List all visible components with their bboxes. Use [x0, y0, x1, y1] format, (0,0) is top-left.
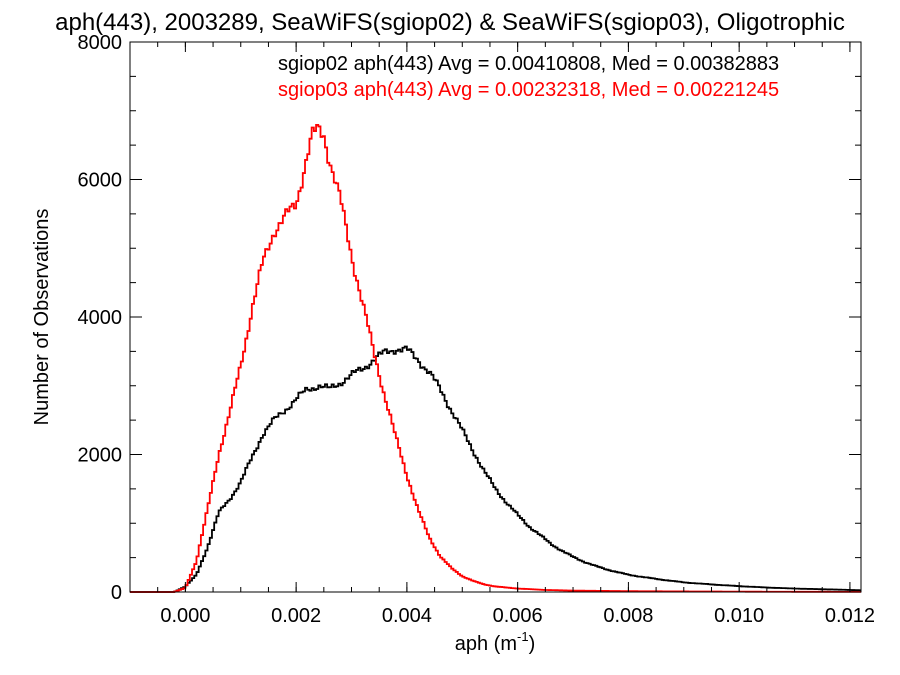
- series-line-sgiop03: [130, 124, 861, 593]
- y-tick-label: 6000: [78, 170, 123, 192]
- y-axis-ticks: 0 2000 4000 6000 8000: [78, 32, 861, 604]
- x-axis-ticks: 0.000 0.002 0.004 0.006 0.008 0.010 0.012: [129, 42, 875, 627]
- plot-frame: [129, 41, 862, 593]
- y-tick-label: 2000: [78, 445, 123, 467]
- x-tick-label: 0.002: [271, 605, 321, 627]
- x-axis-label-tail: ): [529, 633, 536, 655]
- x-tick-label: 0.004: [382, 605, 432, 627]
- x-tick-label: 0.008: [603, 605, 653, 627]
- x-axis-label-exponent: -1: [517, 629, 529, 644]
- series-layer: [130, 124, 861, 593]
- y-tick-label: 4000: [78, 307, 123, 329]
- legend-annotations: sgiop02 aph(443) Avg = 0.00410808, Med =…: [278, 53, 779, 101]
- legend-entry-sgiop03: sgiop03 aph(443) Avg = 0.00232318, Med =…: [278, 79, 779, 101]
- y-axis-label: Number of Observations: [31, 209, 53, 426]
- legend-entry-sgiop02: sgiop02 aph(443) Avg = 0.00410808, Med =…: [278, 53, 779, 75]
- y-tick-label: 0: [111, 582, 122, 604]
- x-tick-label: 0.000: [160, 605, 210, 627]
- x-axis-label-main: aph (m: [455, 633, 517, 655]
- x-tick-label: 0.010: [714, 605, 764, 627]
- x-tick-label: 0.012: [825, 605, 875, 627]
- x-tick-label: 0.006: [493, 605, 543, 627]
- chart-title: aph(443), 2003289, SeaWiFS(sgiop02) & Se…: [55, 9, 845, 36]
- y-tick-label: 8000: [78, 32, 123, 54]
- x-axis-label: aph (m-1): [455, 629, 535, 655]
- series-line-sgiop02: [130, 345, 861, 593]
